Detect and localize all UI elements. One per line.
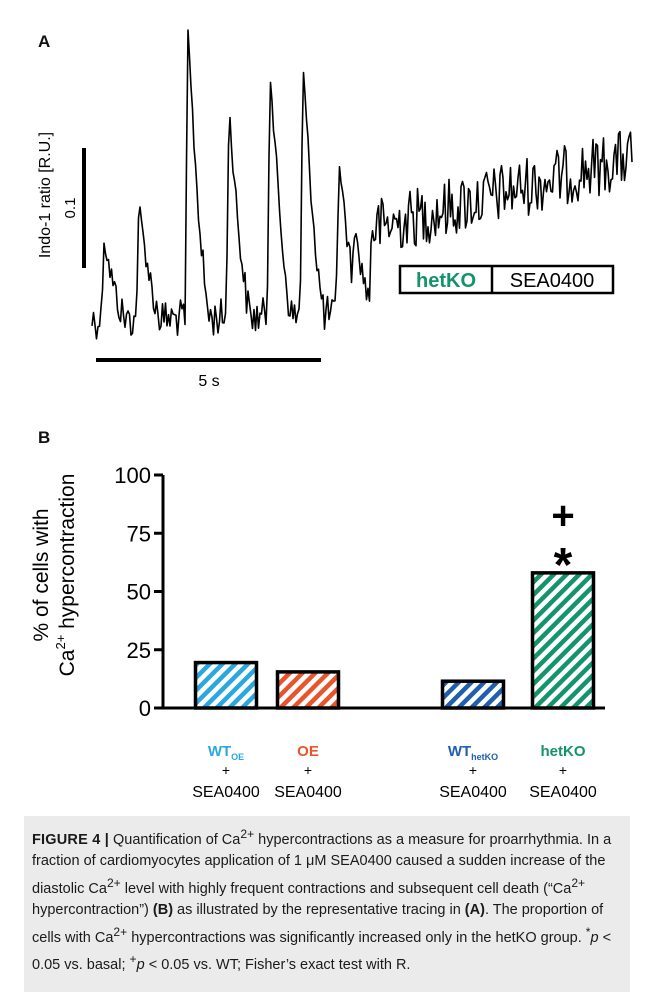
bar <box>530 571 596 710</box>
bar-plus-label: + <box>559 762 567 778</box>
bar-chart: % of cells with Ca2+ hypercontraction 0 2… <box>30 463 605 801</box>
y-tick-label: 100 <box>114 463 151 488</box>
caption-text: FIGURE 4 | Quantification of Ca2+ hyperc… <box>32 827 612 973</box>
panel-a: A Indo-1 ratio [R.U.] 0.1 5 s hetKO SEA0… <box>0 0 652 425</box>
bar <box>193 660 259 710</box>
y-tick-label: 75 <box>127 521 151 546</box>
trace-y-axis-label: Indo-1 ratio [R.U.] <box>37 132 54 258</box>
legend-genotype-label: hetKO <box>416 270 476 292</box>
y-scale-bar-label: 0.1 <box>62 198 79 219</box>
y-tick-label: 50 <box>127 580 151 605</box>
bar-category-label: WThetKO <box>448 743 498 762</box>
panel-a-letter: A <box>38 32 51 51</box>
bar-treatment-label: SEA0400 <box>439 784 507 801</box>
x-axis-labels: WTOE+SEA0400OE+SEA0400WThetKO+SEA0400het… <box>192 743 597 801</box>
panel-b-letter: B <box>38 428 51 447</box>
calcium-trace-line <box>91 29 633 340</box>
y-tick-label: 0 <box>139 696 151 721</box>
caption-figure-label: FIGURE 4 | <box>32 831 109 848</box>
legend-drug-label: SEA0400 <box>510 270 595 292</box>
bar-plus-label: + <box>469 762 477 778</box>
bar-plus-label: + <box>304 762 312 778</box>
bar-treatment-label: SEA0400 <box>192 784 260 801</box>
significance-plus: + <box>551 494 574 538</box>
y-axis-ticks: 0 25 50 75 100 <box>114 463 163 721</box>
bar-plus-label: + <box>222 762 230 778</box>
bar-treatment-label: SEA0400 <box>529 784 597 801</box>
panel-b: B % of cells with Ca2+ hypercontract <box>0 425 652 805</box>
significance-star: * <box>554 539 573 592</box>
y-tick-label: 25 <box>127 638 151 663</box>
bar-category-label: hetKO <box>541 743 586 760</box>
bar <box>440 679 506 710</box>
bars-group <box>193 571 596 710</box>
treatment-legend-box: hetKO SEA0400 <box>398 264 615 295</box>
x-scale-bar-label: 5 s <box>198 373 219 390</box>
figure-caption: FIGURE 4 | Quantification of Ca2+ hyperc… <box>24 816 630 992</box>
bar-treatment-label: SEA0400 <box>274 784 342 801</box>
calcium-trace-figure: Indo-1 ratio [R.U.] 0.1 5 s hetKO SEA040… <box>37 29 633 390</box>
y-label-line-2: Ca2+ hypercontraction <box>53 474 79 677</box>
bar-category-label: OE <box>297 743 319 760</box>
bar-chart-y-axis-label: % of cells with Ca2+ hypercontraction <box>30 474 79 677</box>
y-label-line-1: % of cells with <box>30 508 53 641</box>
bar <box>275 670 341 710</box>
bar-category-label: WTOE <box>208 743 244 762</box>
significance-annotations: +* <box>551 494 574 592</box>
